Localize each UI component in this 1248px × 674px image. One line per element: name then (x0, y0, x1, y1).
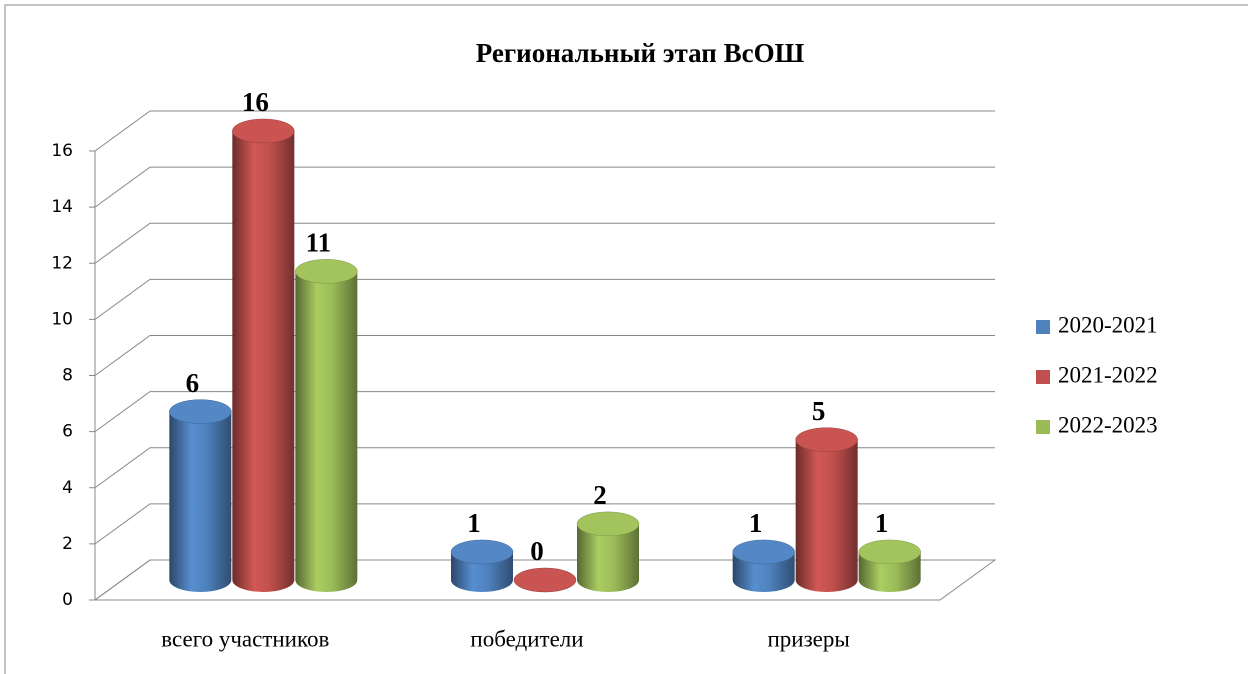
data-label: 1 (749, 508, 763, 538)
grid-line (94, 278, 995, 320)
bar-top (732, 539, 795, 565)
chart-title: Региональный этап ВсОШ (476, 38, 805, 68)
y-tick-label: 12 (51, 253, 73, 273)
data-label: 16 (242, 87, 269, 117)
grid-line (94, 447, 995, 489)
bar (295, 259, 358, 592)
data-label: 11 (306, 228, 332, 258)
bar-top (450, 539, 514, 565)
legend-swatch (1036, 370, 1050, 384)
legend-label: 2022-2023 (1058, 412, 1158, 437)
legend-label: 2021-2022 (1058, 362, 1158, 387)
x-tick-label: победители (470, 626, 583, 651)
legend-label: 2020-2021 (1058, 312, 1158, 337)
data-label: 1 (875, 508, 889, 538)
y-tick-label: 4 (62, 478, 73, 498)
bar-top (295, 259, 358, 284)
bar-body (232, 131, 295, 592)
data-label: 5 (812, 396, 826, 426)
data-label: 1 (467, 508, 481, 538)
grid-line (94, 222, 995, 264)
bar (232, 118, 295, 592)
bar-body (795, 439, 858, 592)
grid-line (94, 335, 995, 376)
bar (858, 539, 921, 592)
grid-line (94, 166, 995, 208)
bar (169, 399, 232, 592)
bar (732, 539, 795, 592)
y-tick-label: 14 (51, 197, 73, 217)
y-tick-label: 10 (51, 309, 73, 329)
bar (513, 567, 577, 593)
grid-line (94, 110, 995, 152)
bar-top (576, 511, 640, 537)
bar (576, 511, 640, 592)
data-label: 2 (593, 480, 607, 510)
data-label: 6 (186, 368, 200, 398)
bar-top (232, 118, 295, 144)
bar-top (795, 427, 858, 452)
grid-line (94, 503, 995, 545)
grid-line (94, 559, 995, 601)
y-tick-label: 16 (51, 141, 73, 161)
y-tick-label: 2 (62, 534, 73, 554)
legend-swatch (1036, 420, 1050, 434)
grid-line (94, 391, 995, 433)
data-label: 0 (530, 536, 544, 566)
bar-body (295, 271, 358, 592)
bar-body (169, 411, 232, 592)
y-tick-label: 8 (62, 366, 73, 386)
bar-top (858, 539, 921, 565)
y-tick-label: 6 (62, 422, 73, 442)
bar (450, 539, 514, 592)
bar-body (577, 523, 639, 592)
x-tick-label: призеры (767, 626, 849, 651)
bar (795, 427, 858, 592)
bar-top (513, 567, 577, 593)
y-tick-label: 0 (62, 590, 73, 610)
bar-top (169, 399, 232, 424)
legend-swatch (1036, 320, 1050, 334)
x-tick-label: всего участников (161, 626, 329, 651)
